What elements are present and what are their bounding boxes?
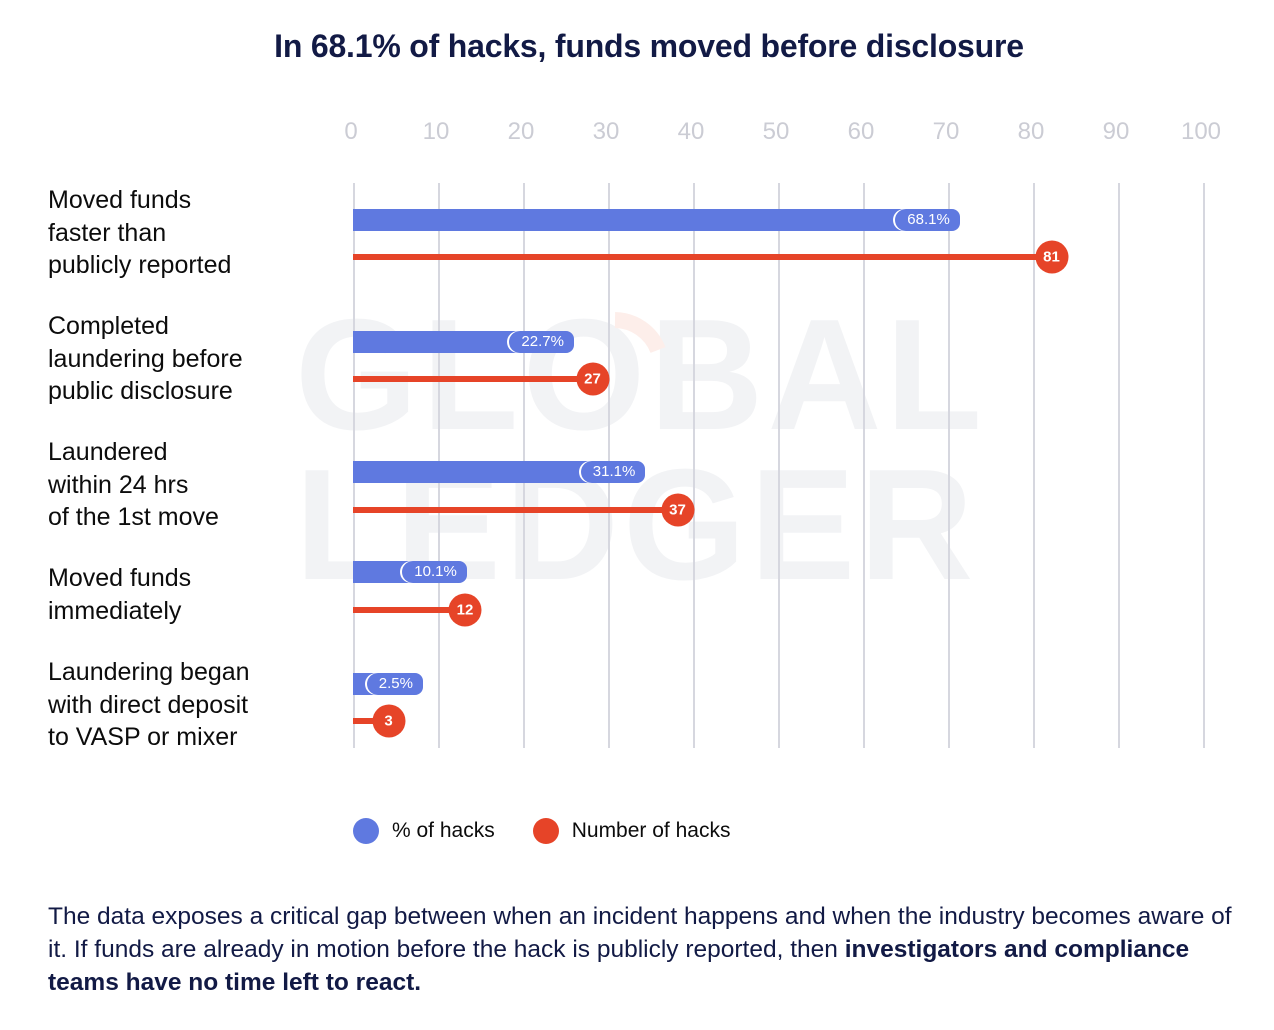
pct-bar: 31.1% [353, 461, 646, 483]
pct-bar: 10.1% [353, 561, 467, 583]
count-value-marker: 37 [661, 493, 694, 527]
gridline [863, 183, 865, 748]
row-label-line: publicly reported [48, 251, 232, 279]
count-line [353, 376, 593, 382]
legend-label: % of hacks [392, 819, 495, 842]
row-label-line: Moved funds [48, 186, 192, 214]
count-line [353, 507, 678, 513]
gridline [693, 183, 695, 748]
count-line [353, 254, 1052, 260]
x-tick-label: 60 [847, 118, 875, 145]
x-tick-label: 70 [932, 118, 960, 145]
x-tick-label: 80 [1017, 118, 1045, 145]
pct-bar: 68.1% [353, 209, 960, 231]
row-label-line: Moved funds [48, 564, 192, 592]
row-label: Completed laundering before public disclos… [48, 310, 243, 408]
row-label: Moved funds immediately [48, 562, 191, 627]
x-tick-label: 90 [1102, 118, 1130, 145]
chart-title: In 68.1% of hacks, funds moved before di… [274, 28, 1024, 64]
pct-value-label: 2.5% [366, 673, 423, 695]
count-value-marker: 12 [448, 593, 482, 627]
watermark-o-icon [614, 312, 666, 354]
pct-value-label: 31.1% [580, 461, 646, 483]
count-swatch-icon [532, 818, 559, 844]
pct-value-label: 10.1% [402, 561, 467, 583]
pct-value-label: 22.7% [509, 331, 574, 353]
x-tick-label: 10 [422, 118, 450, 145]
footer-text: The data exposes a critical gap between … [48, 903, 1232, 963]
x-tick-label: 50 [762, 118, 790, 145]
pct-swatch-icon [353, 818, 379, 844]
x-tick-label: 100 [1180, 118, 1222, 145]
row-label-line: Laundered [48, 438, 168, 466]
gridline [778, 183, 780, 748]
gridline [1203, 183, 1205, 748]
row-label-line: immediately [48, 596, 182, 625]
row-label: Laundered within 24 hrs of the 1st move [48, 436, 219, 534]
row-label-line: of the 1st move [48, 503, 219, 531]
legend: % of hacks Number of hacks [353, 818, 768, 844]
row-label-line: public disclosure [48, 377, 233, 405]
row-label: Moved funds faster than publicly reported [48, 184, 231, 282]
row-label-line: to VASP or mixer [48, 723, 238, 751]
row-label-line: Completed [48, 312, 169, 340]
x-tick-label: 0 [344, 118, 358, 145]
pct-value-label: 68.1% [895, 209, 960, 231]
pct-bar: 2.5% [353, 673, 423, 695]
watermark-line-1: GLOBAL [295, 287, 987, 463]
count-value-marker: 27 [576, 362, 609, 396]
x-tick-label: 40 [677, 118, 705, 145]
row-label-line: with direct deposit [48, 690, 249, 719]
footer-note: The data exposes a critical gap between … [48, 900, 1248, 999]
legend-item-count: Number of hacks [532, 818, 731, 844]
legend-item-pct: % of hacks [353, 818, 495, 844]
x-tick-label: 20 [507, 118, 535, 145]
gridline [1118, 183, 1120, 748]
count-value-marker: 81 [1035, 240, 1068, 274]
count-value-marker: 3 [372, 704, 405, 738]
legend-label: Number of hacks [571, 819, 731, 842]
row-label: Laundering began with direct deposit to VA… [48, 656, 250, 754]
pct-bar: 22.7% [353, 331, 574, 353]
footer-emphasis: investigators and compliance teams have … [48, 936, 1190, 996]
row-label-line: faster than [48, 218, 167, 247]
count-line [353, 607, 465, 613]
gridline [948, 183, 950, 748]
x-tick-label: 30 [592, 118, 620, 145]
gridline [1033, 183, 1035, 748]
row-label-line: Laundering began [48, 658, 250, 686]
row-label-line: laundering before [48, 344, 243, 373]
count-line [353, 718, 389, 724]
row-label-line: within 24 hrs [48, 470, 189, 499]
